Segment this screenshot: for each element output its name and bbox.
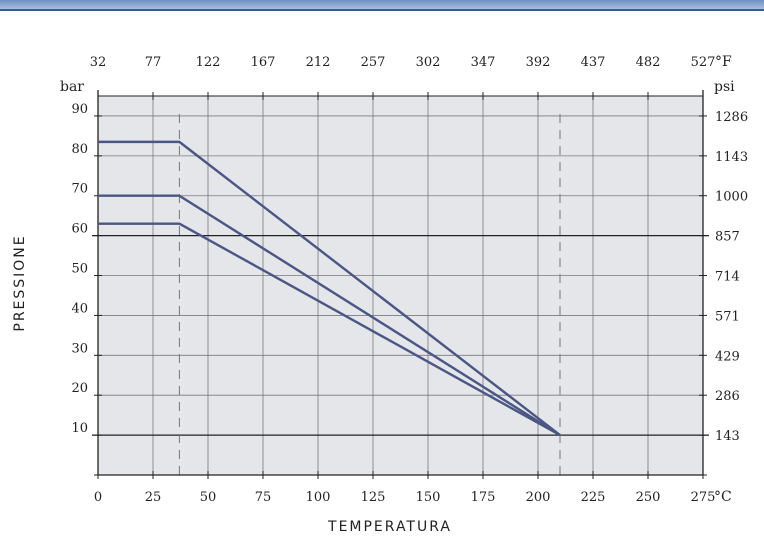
x2-tick-label: 122 xyxy=(196,55,221,70)
y2-unit-label: psi xyxy=(714,79,735,95)
y2-tick-label: 857 xyxy=(715,230,740,245)
x2-tick-label: 32 xyxy=(90,55,107,70)
x2-tick-label: 527 xyxy=(691,55,716,70)
y-tick-label: 90 xyxy=(71,102,88,117)
y2-tick-label: 571 xyxy=(715,309,740,324)
y2-tick-label: 286 xyxy=(715,389,740,404)
x-tick-label: 0 xyxy=(94,490,102,505)
x2-tick-label: 347 xyxy=(471,55,496,70)
y-tick-label: 60 xyxy=(71,222,88,237)
x-axis-title: TEMPERATURA xyxy=(327,519,452,535)
y-axis-title: PRESSIONE xyxy=(12,234,28,331)
y-tick-label: 30 xyxy=(71,341,88,356)
x-tick-label: 75 xyxy=(255,490,272,505)
series-layer xyxy=(98,140,561,437)
x2-tick-label: 302 xyxy=(416,55,441,70)
x-tick-label: 100 xyxy=(306,490,331,505)
y2-tick-label: 714 xyxy=(715,270,740,285)
x-tick-label: 150 xyxy=(416,490,441,505)
x2-tick-label: 482 xyxy=(636,55,661,70)
grid-layer xyxy=(92,96,709,475)
x-tick-label: 50 xyxy=(200,490,217,505)
x-tick-label: 200 xyxy=(526,490,551,505)
x2-tick-label: 167 xyxy=(251,55,276,70)
y-tick-label: 80 xyxy=(71,142,88,157)
y2-tick-label: 1143 xyxy=(715,150,748,165)
y2-tick-label: 429 xyxy=(715,349,740,364)
x2-tick-label: 437 xyxy=(581,55,606,70)
x2-tick-label: 77 xyxy=(145,55,162,70)
plot-area xyxy=(98,96,703,475)
y-unit-label: bar xyxy=(60,79,84,95)
y-tick-label: 10 xyxy=(71,421,88,436)
x-tick-label: 125 xyxy=(361,490,386,505)
x2-unit-label: °F xyxy=(715,54,732,70)
x-unit-label: °C xyxy=(714,489,732,505)
y-tick-label: 70 xyxy=(71,182,88,197)
x-tick-label: 275 xyxy=(691,490,716,505)
x-tick-label: 250 xyxy=(636,490,661,505)
y2-tick-label: 143 xyxy=(715,429,740,444)
tick-labels: 0 25 50 75 100 125 150 175 200 225 250 275 32 77 122 16… xyxy=(71,55,748,505)
axes-layer xyxy=(94,90,707,479)
y2-tick-label: 1286 xyxy=(715,110,748,125)
y2-tick-label: 1000 xyxy=(715,190,748,205)
x2-tick-label: 392 xyxy=(526,55,551,70)
x-tick-label: 25 xyxy=(145,490,162,505)
y-tick-label: 20 xyxy=(71,381,88,396)
window-header-bar xyxy=(0,0,764,9)
x-tick-label: 225 xyxy=(581,490,606,505)
x-tick-label: 175 xyxy=(471,490,496,505)
x2-tick-label: 257 xyxy=(361,55,386,70)
y-tick-label: 40 xyxy=(71,301,88,316)
series-line-3 xyxy=(98,222,561,437)
x2-tick-label: 212 xyxy=(306,55,331,70)
series-line-2 xyxy=(98,194,561,437)
reference-lines xyxy=(178,114,561,479)
y-tick-label: 50 xyxy=(71,262,88,277)
series-line-1 xyxy=(98,140,561,437)
window-header-border xyxy=(0,9,764,11)
